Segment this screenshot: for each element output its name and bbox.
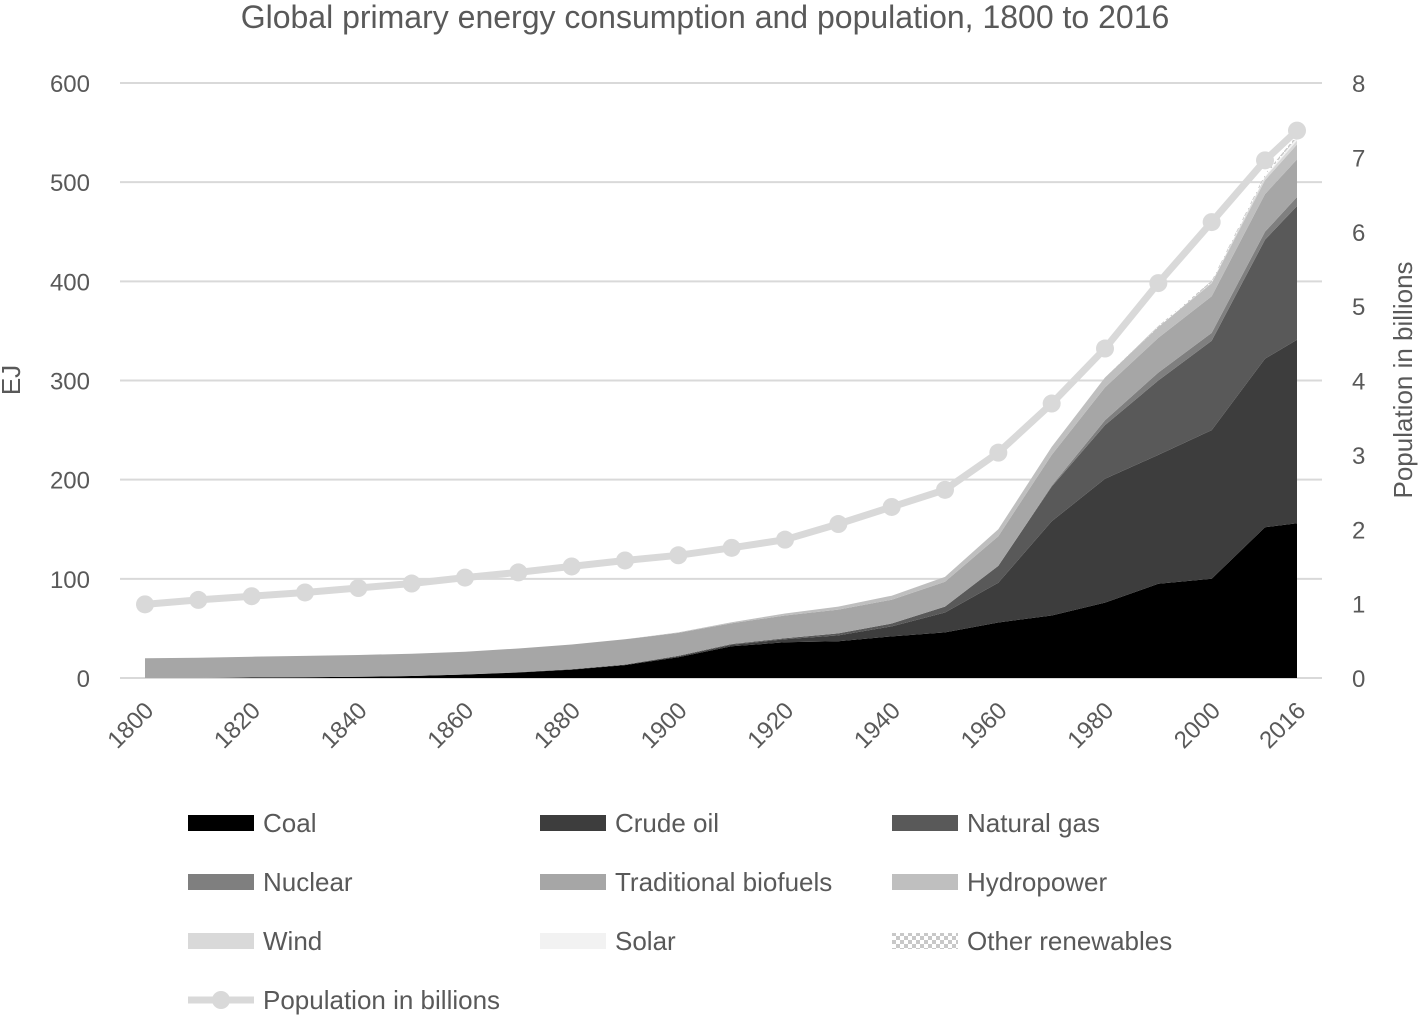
y-tick-label: 400	[50, 269, 90, 296]
x-tick-label: 1920	[742, 697, 799, 754]
legend-swatch-crude-oil	[540, 815, 606, 831]
stacked-areas	[145, 135, 1297, 678]
x-tick-label: 1840	[316, 697, 373, 754]
legend-label: Hydropower	[967, 867, 1108, 897]
legend-label: Crude oil	[615, 808, 719, 838]
y2-tick-label: 0	[1352, 666, 1365, 693]
x-tick-label: 1800	[102, 697, 159, 754]
y-tick-label: 600	[50, 71, 90, 98]
population-point	[189, 590, 208, 609]
legend-swatch-natural-gas	[892, 815, 958, 831]
y-tick-label: 100	[50, 567, 90, 594]
legend-label: Nuclear	[263, 867, 353, 897]
gridlines	[120, 82, 1322, 679]
population-point	[1042, 394, 1061, 413]
y2-tick-label: 8	[1352, 71, 1365, 98]
x-tick-label: 2016	[1254, 697, 1311, 754]
area-coal	[145, 523, 1297, 678]
legend-swatch-hydropower	[892, 874, 958, 890]
population-point	[989, 443, 1008, 462]
population-point	[1096, 339, 1114, 358]
x-tick-label: 1900	[636, 697, 693, 754]
legend-swatch-wind	[188, 933, 254, 949]
x-tick-label: 2000	[1169, 697, 1226, 754]
population-point	[669, 546, 688, 565]
legend: Coal Crude oil Natural gas Nuclear Tradition…	[188, 808, 1172, 1015]
population-point	[562, 557, 581, 576]
y2-tick-label: 7	[1352, 145, 1365, 172]
legend-label: Solar	[615, 926, 676, 956]
population-point	[1202, 213, 1221, 232]
y2-tick-label: 5	[1352, 294, 1365, 321]
legend-label: Coal	[263, 808, 316, 838]
legend-swatch-other-renewables	[892, 933, 958, 949]
legend-label: Traditional biofuels	[615, 867, 832, 897]
legend-label: Population in billions	[263, 985, 500, 1015]
y2-axis-label: Population in billions	[1388, 261, 1418, 498]
y-axis-label: EJ	[0, 365, 26, 395]
y-axis-left-ticks: 0 100 200 300 400 500 600	[50, 71, 90, 693]
legend-label: Natural gas	[967, 808, 1100, 838]
population-point	[402, 574, 421, 593]
population-point	[829, 515, 848, 534]
y2-tick-label: 4	[1352, 369, 1365, 396]
population-point	[1256, 151, 1274, 170]
area-natural-gas	[145, 206, 1297, 678]
population-point	[936, 480, 954, 499]
population-point	[242, 587, 261, 606]
population-point	[296, 583, 314, 602]
x-axis-ticks: 1800 1820 1840 1860 1880 1900 1920 1940 1960 1980…	[102, 697, 1311, 754]
legend-label: Other renewables	[967, 926, 1172, 956]
population-point	[882, 497, 901, 516]
population-line	[136, 121, 1306, 614]
x-tick-label: 1860	[422, 697, 479, 754]
y-tick-label: 300	[50, 369, 90, 396]
population-point	[349, 579, 368, 598]
y2-tick-label: 6	[1352, 220, 1365, 247]
area-traditional-biofuels	[145, 159, 1297, 678]
population-point	[722, 538, 741, 557]
y-tick-label: 0	[77, 666, 90, 693]
y2-tick-label: 1	[1352, 592, 1365, 619]
x-tick-label: 1960	[956, 697, 1013, 754]
population-point	[776, 530, 794, 549]
x-tick-label: 1980	[1062, 697, 1119, 754]
legend-swatch-traditional-biofuels	[540, 874, 606, 890]
legend-swatch-coal	[188, 815, 254, 831]
x-tick-label: 1940	[849, 697, 906, 754]
y-tick-label: 500	[50, 170, 90, 197]
population-point	[509, 563, 528, 582]
legend-swatch-nuclear	[188, 874, 254, 890]
y-axis-right-ticks: 0 1 2 3 4 5 6 7 8	[1352, 71, 1365, 693]
chart-title: Global primary energy consumption and po…	[241, 0, 1170, 35]
population-point	[136, 595, 154, 614]
population-point	[456, 568, 474, 587]
x-tick-label: 1880	[529, 697, 586, 754]
area-crude-oil	[145, 339, 1297, 678]
population-point	[1288, 121, 1306, 140]
legend-label: Wind	[263, 926, 322, 956]
y2-tick-label: 2	[1352, 517, 1365, 544]
legend-swatch-population-marker	[212, 991, 230, 1009]
population-point	[616, 551, 634, 570]
population-point	[1149, 274, 1168, 293]
x-tick-label: 1820	[209, 697, 266, 754]
y2-tick-label: 3	[1352, 443, 1365, 470]
y-tick-label: 200	[50, 468, 90, 495]
legend-swatch-solar	[540, 933, 606, 949]
